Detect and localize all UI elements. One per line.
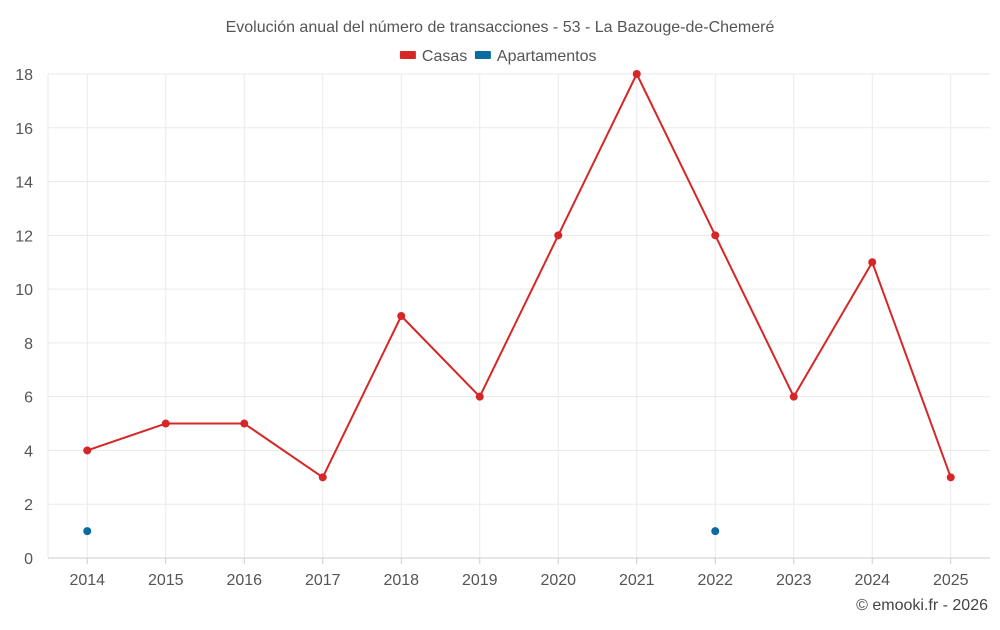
legend-label-casas: Casas (422, 48, 467, 65)
x-tick-label: 2022 (697, 572, 733, 589)
series-line-casas (86, 73, 952, 479)
y-tick-label: 6 (24, 390, 33, 407)
y-tick-label: 10 (15, 282, 33, 299)
legend-label-apartamentos: Apartamentos (497, 48, 597, 65)
x-tick-label: 2016 (226, 572, 262, 589)
legend-swatch-apartamentos (474, 51, 491, 59)
y-tick-label: 14 (15, 175, 33, 192)
x-tick-label: 2021 (619, 572, 655, 589)
x-tick-label: 2020 (540, 572, 576, 589)
x-tick-label: 2014 (69, 572, 105, 589)
data-point-casas[interactable] (554, 231, 563, 240)
data-point-casas[interactable] (475, 392, 484, 401)
data-point-casas[interactable] (240, 419, 249, 428)
x-tick-label: 2015 (148, 572, 184, 589)
series-apartamentos (83, 527, 720, 536)
y-tick-label: 12 (15, 228, 33, 245)
data-point-casas[interactable] (397, 312, 406, 320)
x-tick-label: 2018 (383, 572, 419, 589)
legend-item-apartamentos[interactable]: Apartamentos (474, 48, 597, 65)
y-tick-label: 0 (24, 551, 33, 568)
y-tick-label: 8 (24, 336, 33, 353)
data-point-casas[interactable] (632, 70, 641, 78)
y-tick-label: 2 (24, 497, 33, 514)
data-point-casas[interactable] (83, 446, 92, 455)
y-tick-label: 18 (15, 67, 33, 84)
data-point-apartamentos[interactable] (83, 527, 92, 536)
data-point-casas[interactable] (868, 258, 877, 267)
x-tick-label: 2024 (854, 572, 890, 589)
data-point-casas[interactable] (318, 473, 327, 482)
legend[interactable]: Casas Apartamentos (399, 48, 597, 65)
x-tick-label: 2023 (776, 572, 812, 589)
legend-swatch-casas (399, 51, 416, 59)
series-casas (83, 70, 955, 482)
chart-title: Evolución anual del número de transaccio… (226, 19, 775, 36)
y-tick-label: 16 (15, 121, 33, 138)
data-point-casas[interactable] (161, 419, 170, 428)
x-tick-label: 2017 (305, 572, 341, 589)
data-point-casas[interactable] (946, 473, 955, 482)
y-tick-label: 4 (24, 443, 33, 460)
x-tick-label: 2025 (933, 572, 969, 589)
data-point-casas[interactable] (711, 231, 720, 240)
credit-text: © emooki.fr - 2026 (856, 597, 988, 614)
x-tick-label: 2019 (462, 572, 498, 589)
axes: 0 2 4 6 8 10 12 14 16 18 2014 2015 2016 2017 2018 2019 2… (15, 67, 990, 589)
data-point-casas[interactable] (789, 392, 798, 401)
data-point-apartamentos[interactable] (711, 527, 720, 536)
legend-item-casas[interactable]: Casas (399, 48, 467, 65)
series-layer (83, 70, 955, 536)
